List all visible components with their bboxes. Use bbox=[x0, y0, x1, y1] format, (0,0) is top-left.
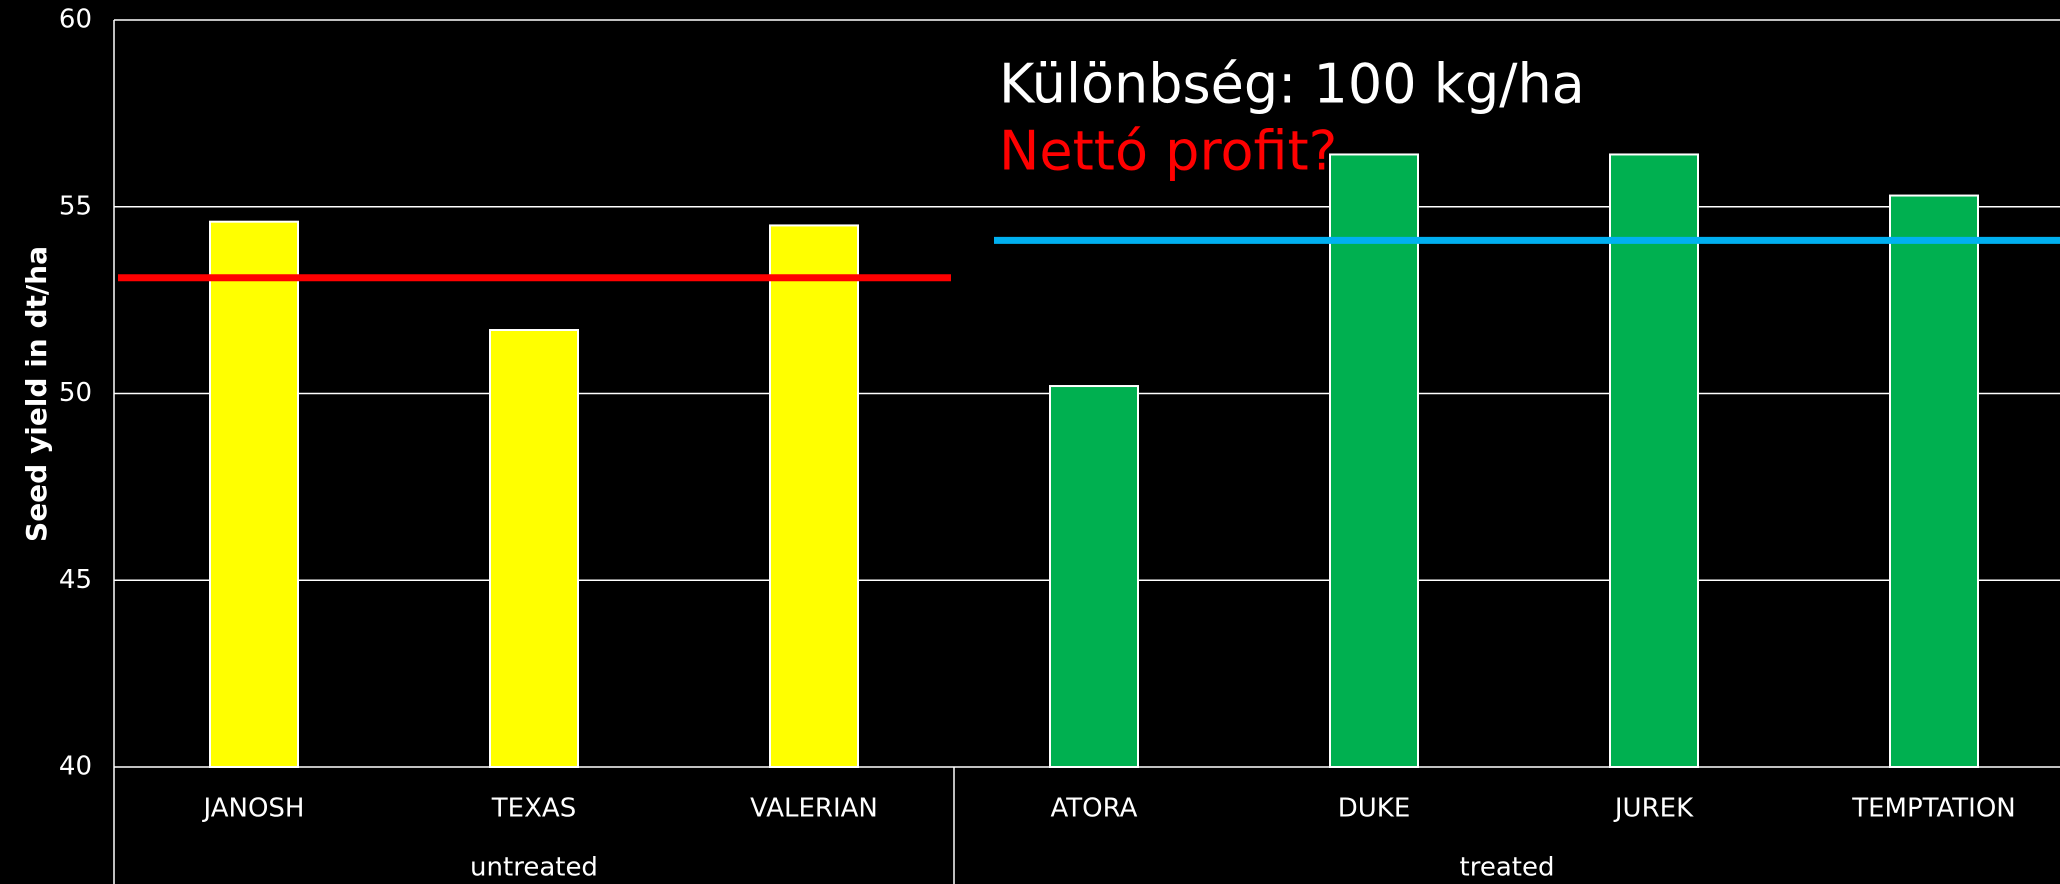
x-tick-label: TEXAS bbox=[491, 794, 576, 824]
bar bbox=[1889, 194, 1979, 769]
x-tick-label: JANOSH bbox=[202, 794, 305, 824]
group-label: treated bbox=[1460, 853, 1555, 883]
y-tick-label: 50 bbox=[59, 378, 92, 408]
y-tick-label: 60 bbox=[59, 5, 92, 35]
x-tick-label: DUKE bbox=[1338, 794, 1411, 824]
x-tick-label: TEMPTATION bbox=[1851, 794, 2016, 824]
y-tick-label: 55 bbox=[59, 191, 92, 221]
group-label: untreated bbox=[470, 853, 598, 883]
bar bbox=[209, 220, 299, 768]
annotation: Különbség: 100 kg/ha bbox=[999, 53, 1585, 116]
x-tick-label: ATORA bbox=[1051, 794, 1138, 824]
y-tick-label: 45 bbox=[59, 565, 92, 595]
bar bbox=[1049, 385, 1139, 768]
y-axis-label: Seed yield in dt/ha bbox=[20, 246, 53, 542]
bar bbox=[769, 224, 859, 769]
annotation: Nettó profit? bbox=[999, 120, 1337, 183]
bar bbox=[1329, 153, 1419, 768]
y-tick-label: 40 bbox=[59, 752, 92, 782]
bar bbox=[489, 329, 579, 768]
bar bbox=[1609, 153, 1699, 768]
x-tick-label: VALERIAN bbox=[750, 794, 878, 824]
x-tick-label: JUREK bbox=[1613, 794, 1694, 824]
